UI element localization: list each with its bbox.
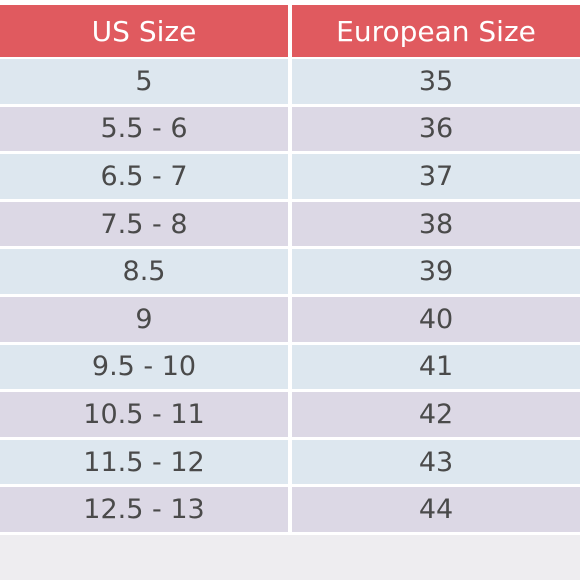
table-cell: 36 (292, 106, 580, 152)
table-cell: 40 (292, 297, 580, 342)
table-cell: 10.5 - 11 (0, 392, 288, 437)
table-cell: 5.5 - 6 (0, 106, 288, 152)
table-cell: 42 (292, 392, 580, 437)
table-cell: 38 (292, 201, 580, 247)
footer-band (0, 535, 580, 580)
header-cell: US Size (0, 5, 288, 57)
table-cell: 8.5 (0, 249, 288, 294)
table-cell: 37 (292, 154, 580, 199)
table-cell: 44 (292, 487, 580, 532)
table-cell: 5 (0, 59, 288, 104)
header-cell: European Size (292, 5, 580, 57)
table-cell: 12.5 - 13 (0, 487, 288, 532)
table-cell: 41 (292, 344, 580, 390)
table-cell: 6.5 - 7 (0, 154, 288, 199)
table-cell: 43 (292, 439, 580, 485)
table-cell: 9 (0, 297, 288, 342)
table-cell: 11.5 - 12 (0, 439, 288, 485)
table-cell: 7.5 - 8 (0, 201, 288, 247)
table-cell: 35 (292, 59, 580, 104)
table-cell: 39 (292, 249, 580, 294)
table-cell: 9.5 - 10 (0, 344, 288, 390)
